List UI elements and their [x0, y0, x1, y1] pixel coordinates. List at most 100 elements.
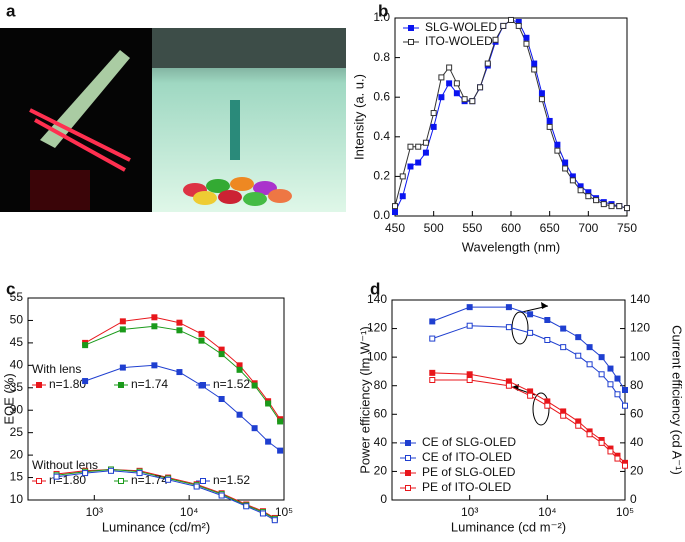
legend-label: CE of ITO-OLED — [422, 450, 512, 464]
marker — [136, 470, 143, 477]
legend-label: PE of ITO-OLED — [422, 480, 511, 494]
legend-label: n=1.52 — [213, 377, 250, 391]
marker — [544, 402, 551, 409]
marker — [407, 163, 414, 170]
panel-label: b — [378, 1, 388, 20]
legend-marker — [200, 382, 206, 388]
marker — [151, 362, 158, 369]
marker — [505, 304, 512, 311]
marker — [527, 392, 534, 399]
marker — [505, 324, 512, 331]
marker — [598, 354, 605, 361]
y2-tick-label: 40 — [630, 435, 644, 449]
legend-group-title: With lens — [32, 362, 81, 376]
y-tick-label: 20 — [374, 464, 388, 478]
series-line — [394, 19, 628, 209]
y-tick-label: 40 — [374, 435, 388, 449]
marker — [422, 149, 429, 156]
photo-ceiling — [152, 28, 346, 68]
marker — [598, 371, 605, 378]
marker — [492, 36, 499, 43]
marker — [505, 382, 512, 389]
y2-tick-label: 60 — [630, 406, 644, 420]
marker — [508, 16, 514, 23]
marker — [277, 447, 284, 454]
marker — [218, 492, 225, 499]
marker — [560, 325, 567, 332]
y2-tick-label: 0 — [630, 492, 637, 506]
marker — [622, 387, 628, 393]
y-axis-label: EQE (%) — [1, 373, 16, 424]
y-tick-label: 0.0 — [373, 208, 390, 222]
marker — [430, 123, 437, 130]
legend-marker — [200, 478, 206, 484]
legend-label: n=1.74 — [131, 377, 168, 391]
marker — [586, 361, 593, 368]
marker — [429, 318, 436, 325]
y2-tick-label: 120 — [630, 321, 650, 335]
marker — [585, 193, 592, 200]
marker — [607, 365, 614, 372]
marker — [477, 84, 484, 91]
annotations — [511, 302, 550, 426]
panel: 10³ 10⁴ 10⁵ 10 15 20 25 30 35 40 45 50 55 Luminance (… — [1, 279, 293, 534]
marker — [277, 418, 284, 425]
y-tick-label: 15 — [10, 470, 24, 484]
series-line — [394, 19, 628, 213]
marker — [515, 22, 522, 29]
marker — [446, 80, 453, 87]
plot-frame — [391, 299, 626, 501]
marker — [236, 366, 243, 373]
marker — [243, 503, 250, 510]
flexible-oled — [40, 50, 130, 148]
marker — [151, 323, 158, 330]
marker — [399, 193, 406, 200]
y-tick-label: 80 — [374, 378, 388, 392]
x-tick-label: 10⁵ — [616, 505, 634, 519]
marker — [608, 203, 615, 210]
legend-label: PE of SLG-OLED — [422, 465, 516, 479]
marker — [523, 34, 530, 41]
x-tick-label: 10⁴ — [180, 505, 199, 519]
series-line — [84, 316, 281, 420]
y-tick-label: 120 — [367, 321, 387, 335]
y-tick-label: 10 — [10, 492, 24, 506]
glow — [29, 108, 131, 172]
marker — [544, 337, 551, 343]
marker — [554, 141, 561, 148]
panel-label: c — [6, 279, 15, 298]
x-tick-label: 10⁵ — [275, 505, 293, 519]
marker — [82, 342, 89, 349]
x-tick-label: 10³ — [461, 505, 478, 519]
marker — [554, 147, 561, 154]
y2-tick-label: 100 — [630, 349, 650, 363]
legend-marker — [408, 39, 414, 45]
x-tick-label: 10³ — [86, 505, 103, 519]
y2-axis-label: Current efficiency (cd A⁻¹) — [670, 325, 685, 475]
marker — [399, 173, 406, 180]
y-tick-label: 55 — [10, 290, 24, 304]
marker — [531, 60, 538, 67]
marker — [546, 123, 553, 130]
marker — [466, 322, 473, 329]
marker — [251, 382, 258, 389]
y-tick-label: 20 — [10, 447, 24, 461]
x-tick-label: 600 — [501, 221, 521, 235]
x-tick-label: 10⁴ — [538, 505, 557, 519]
marker — [500, 22, 507, 29]
legend-marker — [36, 382, 42, 388]
marker — [198, 337, 205, 344]
x-axis-label: Luminance (cd m⁻²) — [451, 519, 566, 534]
marker — [407, 143, 414, 150]
marker — [607, 448, 614, 455]
arrow-head — [541, 302, 548, 309]
marker — [415, 159, 422, 166]
marker — [429, 335, 436, 342]
marker — [586, 431, 593, 438]
y-tick-label: 45 — [10, 335, 24, 349]
series-line — [432, 306, 626, 391]
legend-marker — [405, 455, 411, 461]
legend-label: CE of SLG-OLED — [422, 435, 516, 449]
y-tick-label: 0.8 — [373, 50, 390, 64]
